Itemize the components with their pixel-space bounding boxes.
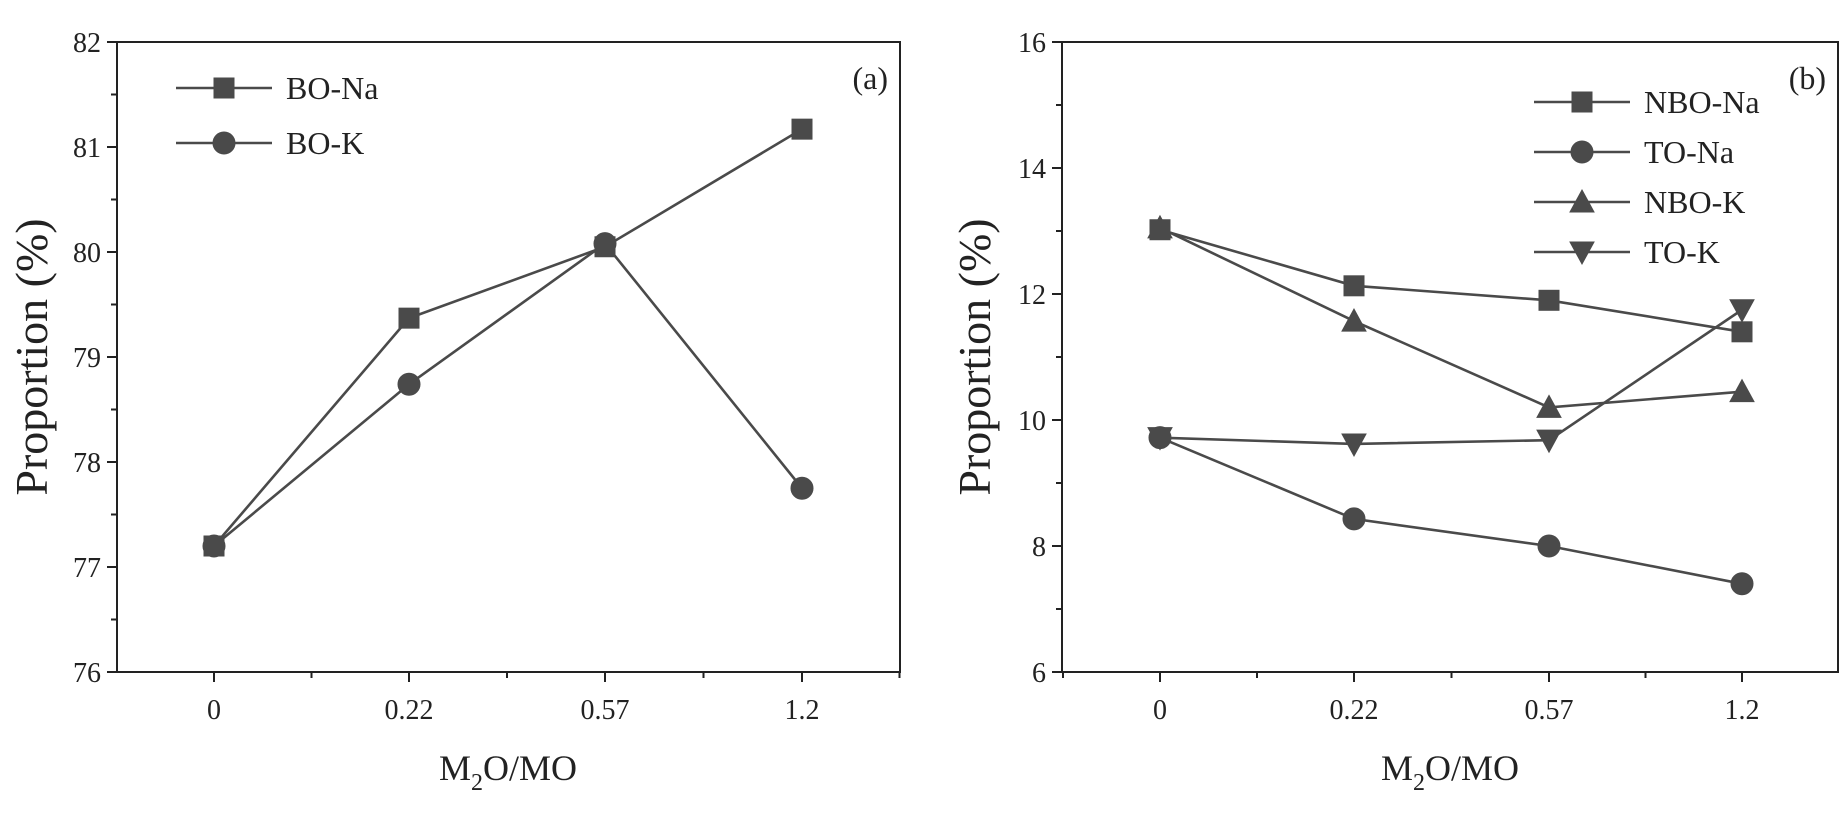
x-axis-title-rest: O/MO: [1425, 748, 1519, 788]
y-tick-label: 80: [73, 238, 101, 269]
data-point-to-na: [1342, 507, 1366, 531]
y-tick-label: 10: [1018, 406, 1046, 437]
data-point-to-na: [1537, 534, 1561, 558]
series-line-nbo-na: [1159, 228, 1743, 334]
data-point-to-k: [1147, 427, 1173, 451]
series-layer: [1147, 214, 1755, 596]
legend-label-to-na: TO-Na: [1644, 134, 1734, 170]
x-axis-title-sub: 2: [1413, 770, 1425, 796]
y-tick-label: 14: [1018, 154, 1046, 185]
series-line-to-na: [1159, 436, 1743, 586]
y-tick-label: 76: [73, 658, 101, 689]
x-axis-title-sub: 2: [471, 770, 483, 796]
y-tick-label: 77: [73, 553, 101, 584]
y-tick-label: 79: [73, 343, 101, 374]
series-layer: [202, 118, 814, 558]
x-tick-labels: 0 0.22 0.57 1.2: [207, 695, 820, 726]
x-tick-label: 1.2: [1725, 695, 1760, 726]
axis-ticks: [107, 41, 901, 682]
data-point-bo-k: [202, 534, 226, 558]
data-point-nbo-k: [1147, 214, 1173, 239]
data-point-bo-k: [790, 476, 814, 500]
panel-label: (b): [1789, 60, 1826, 96]
series-line-bo-k: [213, 241, 804, 548]
y-tick-labels: 6 8 10 12 14 16: [1018, 28, 1046, 689]
legend-label-nbo-na: NBO-Na: [1644, 84, 1760, 120]
y-tick-label: 12: [1018, 280, 1046, 311]
legend-marker-nbo-na: [1571, 91, 1593, 113]
legend-marker-nbo-k: [1569, 188, 1595, 213]
y-axis-title: Proportion (%): [6, 218, 57, 495]
y-axis-title: Proportion (%): [949, 218, 1000, 495]
x-tick-label: 0.57: [1525, 695, 1574, 726]
y-tick-label: 81: [73, 133, 101, 164]
x-tick-label: 0: [1153, 695, 1167, 726]
y-tick-label: 78: [73, 448, 101, 479]
data-point-nbo-na: [1731, 321, 1753, 343]
legend: NBO-Na TO-Na NBO-K TO-K: [1534, 84, 1760, 270]
x-tick-label: 0.22: [1330, 695, 1379, 726]
x-axis-title-main: M: [1381, 748, 1413, 788]
panel-label: (a): [852, 60, 888, 96]
x-tick-label: 0.57: [581, 695, 630, 726]
data-point-to-k: [1729, 299, 1755, 323]
series-line-nbo-k: [1159, 226, 1743, 409]
chart-panel-a: 76 77 78 79 80 81 82 0 0.22 0.57 1.2 BO-Na BO-K (a…: [6, 28, 901, 796]
y-tick-labels: 76 77 78 79 80 81 82: [73, 28, 101, 689]
data-point-nbo-na: [1343, 275, 1365, 297]
x-tick-label: 0.22: [385, 695, 434, 726]
legend-marker-to-k: [1569, 241, 1595, 266]
chart-panel-b: 6 8 10 12 14 16 0 0.22 0.57 1.2 NBO-Na TO-Na NBO-K…: [949, 28, 1839, 796]
data-point-bo-k: [593, 232, 617, 256]
series-line-bo-na: [213, 128, 803, 547]
data-point-bo-na: [398, 307, 420, 329]
x-axis-title-rest: O/MO: [483, 748, 577, 788]
series-line-to-k: [1159, 308, 1743, 446]
x-axis-title: M2O/MO: [1381, 748, 1519, 796]
legend-marker-to-na: [1570, 140, 1594, 164]
data-point-to-k: [1536, 429, 1562, 454]
legend-label-bo-na: BO-Na: [286, 70, 378, 106]
data-point-nbo-k: [1341, 308, 1367, 332]
x-axis-title: M2O/MO: [439, 748, 577, 796]
data-point-to-k: [1341, 433, 1367, 457]
legend-label-to-k: TO-K: [1644, 234, 1720, 270]
plot-area-frame: [116, 41, 901, 673]
y-tick-label: 8: [1032, 532, 1046, 563]
data-point-bo-na: [791, 118, 813, 140]
legend: BO-Na BO-K: [176, 70, 378, 161]
legend-label-nbo-k: NBO-K: [1644, 184, 1745, 220]
legend-label-bo-k: BO-K: [286, 125, 364, 161]
x-tick-label: 1.2: [785, 695, 820, 726]
data-point-to-na: [1730, 572, 1754, 596]
x-tick-labels: 0 0.22 0.57 1.2: [1153, 695, 1760, 726]
x-axis-title-main: M: [439, 748, 471, 788]
data-point-nbo-k: [1729, 378, 1755, 403]
legend-marker-bo-na: [213, 77, 235, 99]
axis-ticks: [1052, 41, 1743, 682]
y-tick-label: 6: [1032, 658, 1046, 689]
data-point-nbo-k: [1536, 394, 1562, 418]
data-point-nbo-na: [1538, 289, 1560, 311]
y-tick-label: 16: [1018, 28, 1046, 59]
data-point-bo-k: [397, 372, 421, 396]
y-tick-label: 82: [73, 28, 101, 59]
legend-marker-bo-k: [212, 131, 236, 155]
x-tick-label: 0: [207, 695, 221, 726]
